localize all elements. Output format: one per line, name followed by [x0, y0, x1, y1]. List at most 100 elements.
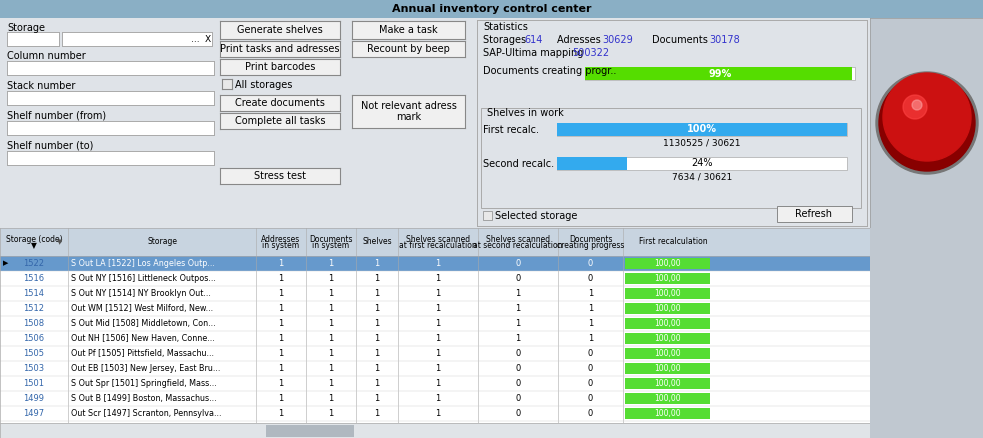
Text: 0: 0: [588, 409, 593, 418]
Text: Make a task: Make a task: [379, 25, 437, 35]
Text: 1: 1: [278, 349, 284, 358]
Text: 100,00: 100,00: [655, 394, 681, 403]
Text: ▲: ▲: [874, 238, 881, 247]
Circle shape: [903, 95, 927, 119]
Text: 1: 1: [515, 424, 521, 433]
Text: 0: 0: [515, 349, 521, 358]
Text: ≡: ≡: [874, 237, 882, 247]
Text: 1: 1: [328, 319, 333, 328]
Bar: [0, 376, 870, 391]
Text: 1: 1: [435, 274, 440, 283]
Text: Annual inventory control center: Annual inventory control center: [392, 4, 591, 14]
Text: 100,00: 100,00: [655, 304, 681, 313]
Text: 1: 1: [328, 409, 333, 418]
Text: Storage (code): Storage (code): [6, 234, 62, 244]
Text: 1: 1: [328, 424, 333, 433]
Text: 0: 0: [588, 379, 593, 388]
Text: Documents creating progr..: Documents creating progr..: [483, 66, 616, 76]
Text: 1: 1: [515, 334, 521, 343]
Text: 0: 0: [515, 364, 521, 373]
Bar: [625, 273, 710, 284]
Bar: [625, 363, 710, 374]
Text: 1: 1: [375, 349, 379, 358]
Text: 100,00: 100,00: [655, 409, 681, 418]
Text: S Out Balt [1495] Baltimore, Maryla...: S Out Balt [1495] Baltimore, Maryla...: [71, 424, 222, 433]
Text: 1: 1: [278, 379, 284, 388]
Text: Refresh: Refresh: [795, 209, 833, 219]
Text: Storages: Storages: [483, 35, 529, 45]
Text: 1: 1: [588, 319, 593, 328]
Text: Shelves scanned: Shelves scanned: [486, 234, 550, 244]
Bar: [0, 421, 870, 436]
Bar: [0, 346, 870, 361]
Text: 1: 1: [375, 394, 379, 403]
Bar: [625, 408, 710, 419]
Text: 1: 1: [278, 304, 284, 313]
Bar: [0, 256, 870, 271]
Bar: [625, 378, 710, 389]
Text: Not relevant adress
mark: Not relevant adress mark: [361, 101, 456, 122]
Bar: [557, 157, 847, 170]
Text: 1495: 1495: [24, 424, 44, 433]
Text: 1: 1: [435, 364, 440, 373]
Text: 1499: 1499: [24, 394, 44, 403]
Text: 1: 1: [375, 319, 379, 328]
Text: Print tasks and adresses: Print tasks and adresses: [220, 44, 340, 54]
Text: Column number: Column number: [7, 51, 86, 61]
Text: 1: 1: [375, 289, 379, 298]
Text: ▼: ▼: [31, 241, 37, 251]
Text: 1: 1: [435, 424, 440, 433]
Text: 0: 0: [588, 364, 593, 373]
Circle shape: [876, 72, 978, 174]
Text: Adresses: Adresses: [557, 35, 604, 45]
Text: SAP-Ultima mapping: SAP-Ultima mapping: [483, 48, 587, 58]
Text: 1: 1: [328, 274, 333, 283]
Text: 100,00: 100,00: [655, 334, 681, 343]
Circle shape: [883, 73, 971, 161]
Text: in system: in system: [262, 241, 300, 251]
Text: ▼: ▼: [874, 404, 881, 413]
Bar: [0, 331, 870, 346]
Text: in system: in system: [313, 241, 350, 251]
Text: 1: 1: [375, 424, 379, 433]
Bar: [557, 123, 847, 136]
Text: Shelf number (from): Shelf number (from): [7, 111, 106, 121]
Text: creating progress: creating progress: [556, 241, 624, 251]
Text: 1514: 1514: [24, 289, 44, 298]
Text: 1: 1: [328, 304, 333, 313]
Text: 1: 1: [375, 334, 379, 343]
Text: 30178: 30178: [709, 35, 740, 45]
Text: 1: 1: [515, 319, 521, 328]
Text: 1: 1: [328, 364, 333, 373]
Text: 1: 1: [328, 334, 333, 343]
Text: 1: 1: [278, 334, 284, 343]
Text: Shelves: Shelves: [362, 237, 392, 247]
Text: 1: 1: [278, 259, 284, 268]
Bar: [0, 271, 870, 286]
Text: 1: 1: [435, 334, 440, 343]
Bar: [0, 286, 870, 301]
Text: 24%: 24%: [691, 159, 713, 169]
Text: 1: 1: [328, 289, 333, 298]
Text: Stack number: Stack number: [7, 81, 76, 91]
Text: X: X: [204, 35, 210, 43]
Text: 1: 1: [328, 394, 333, 403]
Bar: [625, 318, 710, 329]
Bar: [625, 348, 710, 359]
Text: 0: 0: [515, 409, 521, 418]
Text: Documents: Documents: [569, 234, 612, 244]
Text: 100,00: 100,00: [655, 319, 681, 328]
Bar: [585, 67, 855, 80]
Text: 99%: 99%: [709, 68, 731, 78]
Text: 100%: 100%: [687, 124, 717, 134]
Text: 1: 1: [588, 424, 593, 433]
Text: Documents: Documents: [310, 234, 353, 244]
Text: S Out LA [1522] Los Angeles Outp...: S Out LA [1522] Los Angeles Outp...: [71, 259, 215, 268]
Text: Out NH [1506] New Haven, Conne...: Out NH [1506] New Haven, Conne...: [71, 334, 214, 343]
Text: 0: 0: [588, 259, 593, 268]
Text: 1: 1: [278, 364, 284, 373]
Text: 1: 1: [375, 364, 379, 373]
Bar: [0, 316, 870, 331]
Text: ▶: ▶: [3, 261, 9, 266]
Text: 1: 1: [278, 394, 284, 403]
